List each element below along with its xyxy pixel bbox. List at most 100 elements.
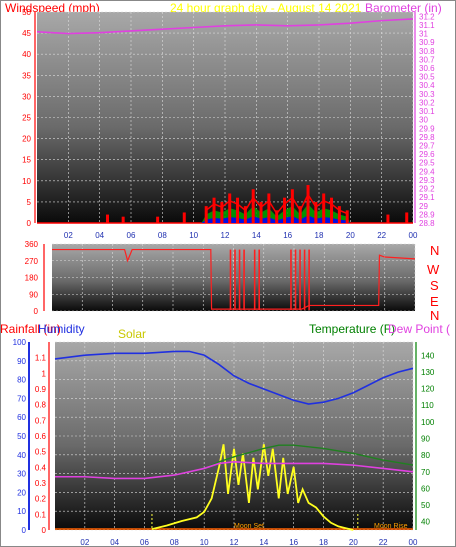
- baro-y-tick: 29: [419, 202, 428, 211]
- wind-y-tick: 10: [22, 177, 31, 186]
- bottom-panel-series: [54, 350, 414, 531]
- baro-y-tick: 31: [419, 30, 428, 39]
- temp-y-tick: 40: [421, 518, 430, 527]
- temp-y-tick: 80: [421, 451, 430, 460]
- humidity-y-tick: 60: [17, 413, 26, 422]
- wind-x-tick: 06: [127, 231, 136, 240]
- barometer-label: Barometer (in): [365, 1, 442, 15]
- humidity-y-tick: 0: [22, 526, 27, 535]
- baro-y-tick: 29.7: [419, 141, 435, 150]
- solar-label: Solar: [118, 327, 146, 341]
- wind-x-tick: 14: [252, 231, 261, 240]
- humidity-y-tick: 70: [17, 394, 26, 403]
- direction-y-tick: 270: [25, 257, 39, 266]
- temp-y-tick: 50: [421, 501, 430, 510]
- baro-y-tick: 29.2: [419, 185, 435, 194]
- humidity-y-tick: 100: [13, 338, 27, 347]
- temp-y-tick: 100: [421, 418, 435, 427]
- baro-y-tick: 30: [419, 116, 428, 125]
- wind-barometer-panel: 0 5 10 15 20 25 30 35 40 45 50 02 04 06 08 10 12 14 16 18 20…: [22, 8, 435, 240]
- temp-y-tick: 70: [421, 468, 430, 477]
- baro-y-tick: 30.1: [419, 107, 435, 116]
- direction-y-tick: 0: [34, 307, 39, 316]
- wind-x-tick: 22: [377, 231, 386, 240]
- humidity-y-tick: 50: [17, 432, 26, 441]
- bottom-x-tick: 06: [140, 538, 149, 547]
- baro-y-tick: 29.6: [419, 150, 435, 159]
- rain-y-tick: 0.9: [35, 385, 47, 394]
- baro-y-tick: 30.3: [419, 90, 435, 99]
- compass-e: E: [430, 294, 439, 309]
- solar-line: [151, 444, 354, 531]
- direction-line: [52, 248, 416, 310]
- wind-y-tick: 45: [22, 29, 31, 38]
- wind-x-tick: 00: [409, 231, 418, 240]
- wind-x-tick: 08: [158, 231, 167, 240]
- wind-speed-line: [205, 192, 348, 215]
- baro-y-tick: 29.3: [419, 176, 435, 185]
- baro-y-tick: 30.2: [419, 98, 435, 107]
- bottom-x-tick: 18: [319, 538, 328, 547]
- bottom-x-tick: 20: [349, 538, 358, 547]
- rain-y-tick: 0.8: [35, 401, 47, 410]
- baro-y-tick: 29.9: [419, 124, 435, 133]
- bottom-x-tick: 00: [409, 538, 418, 547]
- baro-y-tick: 29.8: [419, 133, 435, 142]
- temperature-label: Temperature (F): [309, 322, 395, 336]
- wind-x-tick: 10: [189, 231, 198, 240]
- bottom-x-tick: 04: [110, 538, 119, 547]
- humidity-y-tick: 20: [17, 488, 26, 497]
- baro-y-tick: 29.1: [419, 193, 435, 202]
- wind-y-tick: 20: [22, 135, 31, 144]
- wind-x-tick: 12: [221, 231, 230, 240]
- direction-y-tick: 90: [29, 290, 38, 299]
- bottom-x-tick: 22: [379, 538, 388, 547]
- rain-y-tick: 1: [42, 369, 47, 378]
- dewpoint-line: [55, 460, 414, 480]
- wind-x-tick: 18: [315, 231, 324, 240]
- humidity-y-tick: 80: [17, 376, 26, 385]
- direction-y-tick: 360: [25, 240, 39, 249]
- direction-panel-series: [52, 248, 416, 311]
- rain-y-tick: 0.5: [35, 448, 47, 457]
- wind-x-tick: 20: [346, 231, 355, 240]
- temp-y-tick: 60: [421, 484, 430, 493]
- wind-x-tick: 04: [95, 231, 104, 240]
- moon-rise-label: Moon Rise: [374, 523, 408, 530]
- direction-panel-grid: [52, 243, 416, 312]
- bottom-panel-axes: 010203040506070809010000.10.20.30.40.50.…: [13, 338, 435, 547]
- direction-y-tick: 180: [25, 274, 39, 283]
- bottom-x-tick: 02: [80, 538, 89, 547]
- temp-y-tick: 140: [421, 351, 435, 360]
- wind-y-tick: 0: [27, 219, 32, 228]
- humidity-y-tick: 10: [17, 507, 26, 516]
- baro-y-tick: 30.4: [419, 81, 435, 90]
- compass-n-bottom: N: [430, 308, 439, 323]
- humidity-y-tick: 90: [17, 357, 26, 366]
- wind-y-tick: 35: [22, 71, 31, 80]
- bottom-panel-grid: [55, 341, 414, 531]
- wind-direction-panel: 0 90 180 270 360 N W S E N: [25, 240, 440, 323]
- wind-panel-axes: 0 5 10 15 20 25 30 35 40 45 50 02 04 06 08 10 12 14 16 18 20…: [22, 8, 435, 240]
- bottom-x-tick: 14: [259, 538, 268, 547]
- baro-y-tick: 28.9: [419, 210, 435, 219]
- wind-x-tick: 16: [283, 231, 292, 240]
- wind-panel-series: [36, 18, 414, 224]
- bottom-x-tick: 10: [200, 538, 209, 547]
- chart-title: 24 hour graph day - August 14 2021: [170, 1, 362, 15]
- wind-y-tick: 15: [22, 156, 31, 165]
- wind-x-tick: 02: [64, 231, 73, 240]
- windspeed-label: Windspeed (mph): [5, 1, 100, 15]
- barometer-line: [36, 18, 414, 35]
- humidity-y-tick: 30: [17, 470, 26, 479]
- humidity-label: Humidity: [38, 322, 85, 336]
- humidity-y-tick: 40: [17, 451, 26, 460]
- moon-set-label: Moon Set: [234, 523, 264, 530]
- wind-y-tick: 50: [22, 8, 31, 17]
- wind-y-tick: 40: [22, 50, 31, 59]
- humidity-line: [54, 350, 414, 405]
- rain-y-tick: 0.3: [35, 479, 47, 488]
- temp-y-tick: 110: [421, 401, 434, 410]
- wind-panel-grid: [37, 11, 414, 224]
